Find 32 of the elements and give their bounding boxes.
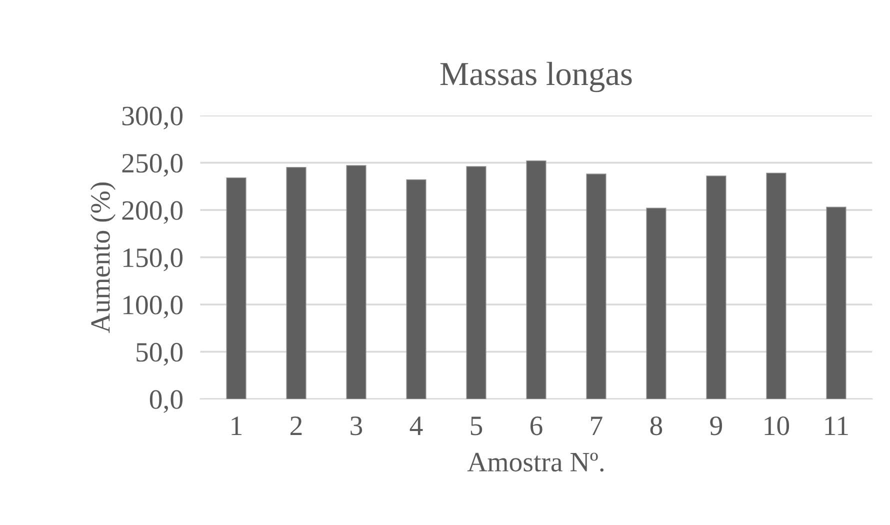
bar	[286, 167, 306, 399]
x-tick-label: 6	[530, 416, 542, 436]
x-axis-title: Amostra Nº.	[467, 452, 604, 472]
bar	[406, 179, 426, 399]
x-tick-label: 9	[710, 416, 722, 436]
x-tick-label: 4	[410, 416, 423, 435]
bar	[526, 160, 546, 399]
x-tick-label: 2	[290, 416, 302, 435]
y-tick-label: 100,0	[124, 296, 183, 318]
x-tick-label: 8	[650, 416, 662, 436]
bar	[226, 177, 246, 399]
bar	[706, 176, 726, 399]
x-tick-label: 7	[591, 416, 602, 435]
chart-title: Massas longas	[440, 62, 632, 92]
x-tick-label: 5	[470, 416, 482, 436]
x-tick-label: 11	[825, 416, 848, 435]
y-tick-label: 150,0	[124, 248, 183, 272]
bar	[646, 208, 666, 399]
x-tick-label: 3	[350, 416, 362, 436]
bar	[466, 166, 486, 399]
y-tick-label: 0,0	[150, 390, 183, 413]
x-tick-label: 10	[764, 416, 790, 436]
y-tick-label: 200,0	[122, 201, 183, 224]
bar	[826, 206, 846, 399]
y-axis-title: Aumento (%)	[90, 182, 116, 333]
x-tick-label: 1	[232, 416, 242, 435]
y-tick-label: 250,0	[122, 154, 183, 177]
y-tick-label: 50,0	[136, 342, 183, 366]
bar	[586, 174, 606, 399]
bar	[346, 165, 366, 399]
bar	[766, 172, 786, 399]
y-tick-label: 300,0	[122, 106, 183, 130]
